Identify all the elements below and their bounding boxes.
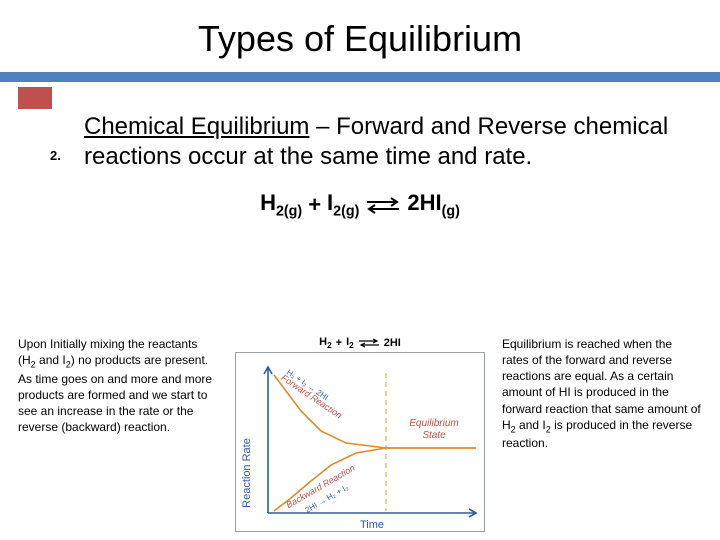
svg-text:Time: Time bbox=[360, 519, 384, 531]
ce-is: 2 bbox=[349, 341, 354, 350]
definition-block: Chemical Equilibrium – Forward and Rever… bbox=[0, 82, 720, 172]
accent-block bbox=[18, 87, 52, 109]
ce-h: H bbox=[319, 336, 327, 348]
lp-mid: and I bbox=[36, 353, 66, 367]
list-number: 2. bbox=[50, 148, 61, 163]
eq-i-sub: 2(g) bbox=[333, 203, 359, 219]
eq-h-sub: 2(g) bbox=[276, 203, 302, 219]
right-paragraph: Equilibrium is reached when the rates of… bbox=[502, 336, 702, 452]
mini-equilibrium-arrows-icon bbox=[358, 338, 380, 348]
rate-vs-time-chart: Reaction RateTimeForward ReactionH₂ + I₂… bbox=[235, 352, 485, 532]
chart-panel: H2 + I2 2HI Reaction Rate Time Forward Rea… bbox=[228, 336, 492, 532]
ce-plus: + bbox=[336, 337, 342, 349]
left-paragraph: Upon Initially mixing the reactants (H2 … bbox=[18, 336, 218, 435]
ce-hs: 2 bbox=[327, 341, 332, 350]
svg-text:Equilibrium: Equilibrium bbox=[409, 418, 458, 429]
svg-text:Reaction Rate: Reaction Rate bbox=[241, 438, 253, 508]
title-rule bbox=[0, 72, 720, 82]
svg-text:Forward Reaction: Forward Reaction bbox=[279, 373, 343, 421]
columns-region: Upon Initially mixing the reactants (H2 … bbox=[0, 336, 720, 532]
definition-term: Chemical Equilibrium bbox=[84, 113, 309, 140]
eq-h: H bbox=[260, 190, 276, 215]
chart-small-equation: H2 + I2 2HI bbox=[319, 336, 401, 350]
eq-hi-sub: (g) bbox=[442, 203, 460, 219]
eq-hi: HI bbox=[420, 190, 442, 215]
eq-coef: 2 bbox=[407, 190, 419, 215]
main-equation: H2(g) + I2(g) 2HI(g) bbox=[0, 190, 720, 219]
svg-text:State: State bbox=[422, 430, 446, 441]
ce-prod: 2HI bbox=[384, 337, 401, 349]
equilibrium-arrows-icon bbox=[365, 196, 401, 214]
slide-title: Types of Equilibrium bbox=[0, 0, 720, 72]
rp-mid: and I bbox=[516, 418, 546, 432]
definition-text: Chemical Equilibrium – Forward and Rever… bbox=[84, 112, 690, 172]
eq-plus: + bbox=[308, 192, 321, 218]
